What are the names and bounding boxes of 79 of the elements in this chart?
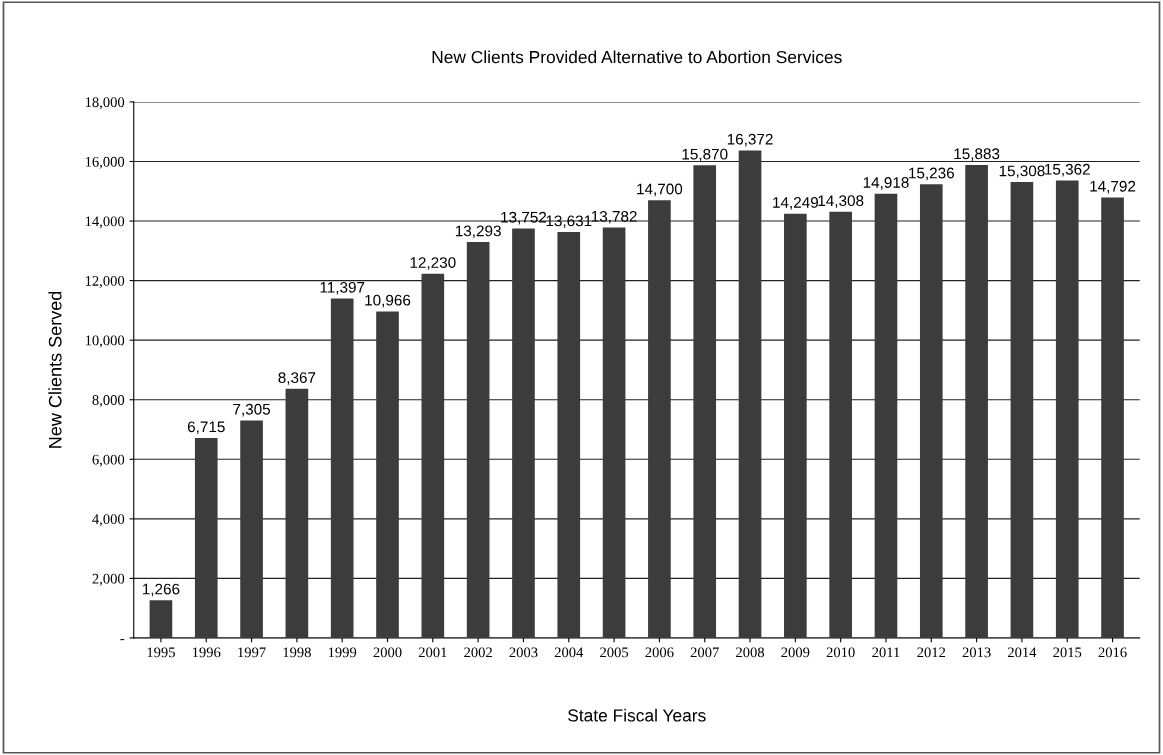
x-tick-label: 2010: [826, 647, 855, 658]
x-tick-label: 1995: [147, 647, 175, 658]
data-label: 6,715: [187, 421, 225, 435]
bar: [512, 228, 535, 638]
bar: [648, 200, 671, 638]
y-tick-label: 8,000: [92, 395, 125, 408]
bar: [1101, 197, 1124, 638]
bar: [285, 388, 309, 638]
bar: [466, 242, 490, 638]
data-label: 14,308: [818, 195, 864, 208]
x-tick-label: 2002: [464, 647, 492, 658]
x-tick-label: 2016: [1098, 647, 1127, 658]
y-tick-label: 4,000: [92, 514, 125, 527]
x-tick-label: 1996: [192, 647, 221, 658]
bar: [693, 165, 717, 638]
x-tick-label: 2011: [872, 647, 900, 658]
data-label: 14,792: [1090, 180, 1136, 194]
data-label: 7,305: [233, 403, 271, 417]
bar: [874, 193, 898, 638]
data-label: 15,308: [999, 165, 1045, 179]
data-label: 13,293: [455, 225, 501, 239]
bar: [919, 184, 943, 638]
x-tick-label: 2013: [962, 647, 991, 658]
x-tick-label: 2004: [554, 647, 584, 658]
x-tick-label: 1999: [328, 647, 357, 658]
bar: [557, 232, 581, 638]
x-tick-label: 1997: [238, 647, 266, 658]
data-label: 10,966: [365, 294, 411, 308]
x-tick-label: 2007: [690, 647, 719, 658]
bar: [376, 311, 399, 638]
data-label: 12,230: [410, 257, 456, 270]
x-tick-label: 2014: [1007, 647, 1037, 658]
x-tick-label: 2015: [1053, 647, 1082, 658]
data-label: 11,397: [320, 281, 365, 295]
x-tick-label: 2006: [645, 647, 674, 658]
bar: [1055, 180, 1079, 638]
bar: [829, 211, 852, 638]
x-tick-label: 2008: [736, 647, 765, 658]
x-tick-label: 2005: [600, 647, 629, 658]
data-label: 15,236: [909, 167, 954, 181]
x-tick-label: 2012: [917, 647, 946, 658]
data-label: 15,883: [954, 148, 1000, 161]
data-label: 1,266: [142, 583, 180, 597]
bar: [330, 298, 354, 638]
bar: [1010, 182, 1034, 638]
bar: [738, 150, 762, 638]
data-label: 13,631: [546, 215, 592, 229]
data-label: 13,752: [501, 211, 547, 225]
bar: [149, 600, 173, 638]
x-tick-label: 2009: [781, 647, 810, 658]
data-label: 15,870: [682, 148, 728, 162]
data-label: 8,367: [278, 372, 316, 385]
x-tick-label: 1998: [283, 647, 311, 658]
y-tick-label: 2,000: [92, 573, 125, 586]
y-tick-label: 12,000: [85, 275, 125, 288]
bar: [240, 420, 263, 638]
data-label: 16,372: [727, 133, 773, 147]
bar: [784, 213, 807, 638]
data-label: 14,700: [637, 183, 683, 197]
x-tick-label: 2003: [509, 647, 538, 658]
x-tick-label: 2000: [373, 647, 402, 658]
y-tick-label: 6,000: [92, 454, 125, 467]
chart-title: New Clients Provided Alternative to Abortion Services: [432, 50, 842, 64]
y-tick-label: 14,000: [85, 216, 125, 229]
y-tick-label: 10,000: [85, 335, 125, 348]
x-tick-label: 2001: [418, 647, 447, 658]
bar: [602, 227, 626, 638]
y-tick-label: 18,000: [85, 97, 125, 110]
data-label: 15,362: [1045, 163, 1090, 177]
data-label: 14,249: [773, 197, 818, 210]
y-axis-title: New Clients Served: [48, 291, 62, 448]
y-tick-label: 16,000: [85, 156, 125, 169]
bar: [965, 164, 988, 638]
bar: [194, 438, 218, 638]
data-label: 13,782: [591, 210, 637, 224]
bar: [421, 273, 445, 638]
y-tick-label: -: [120, 639, 125, 641]
x-axis-title: State Fiscal Years: [568, 708, 706, 722]
data-label: 14,918: [863, 177, 909, 190]
